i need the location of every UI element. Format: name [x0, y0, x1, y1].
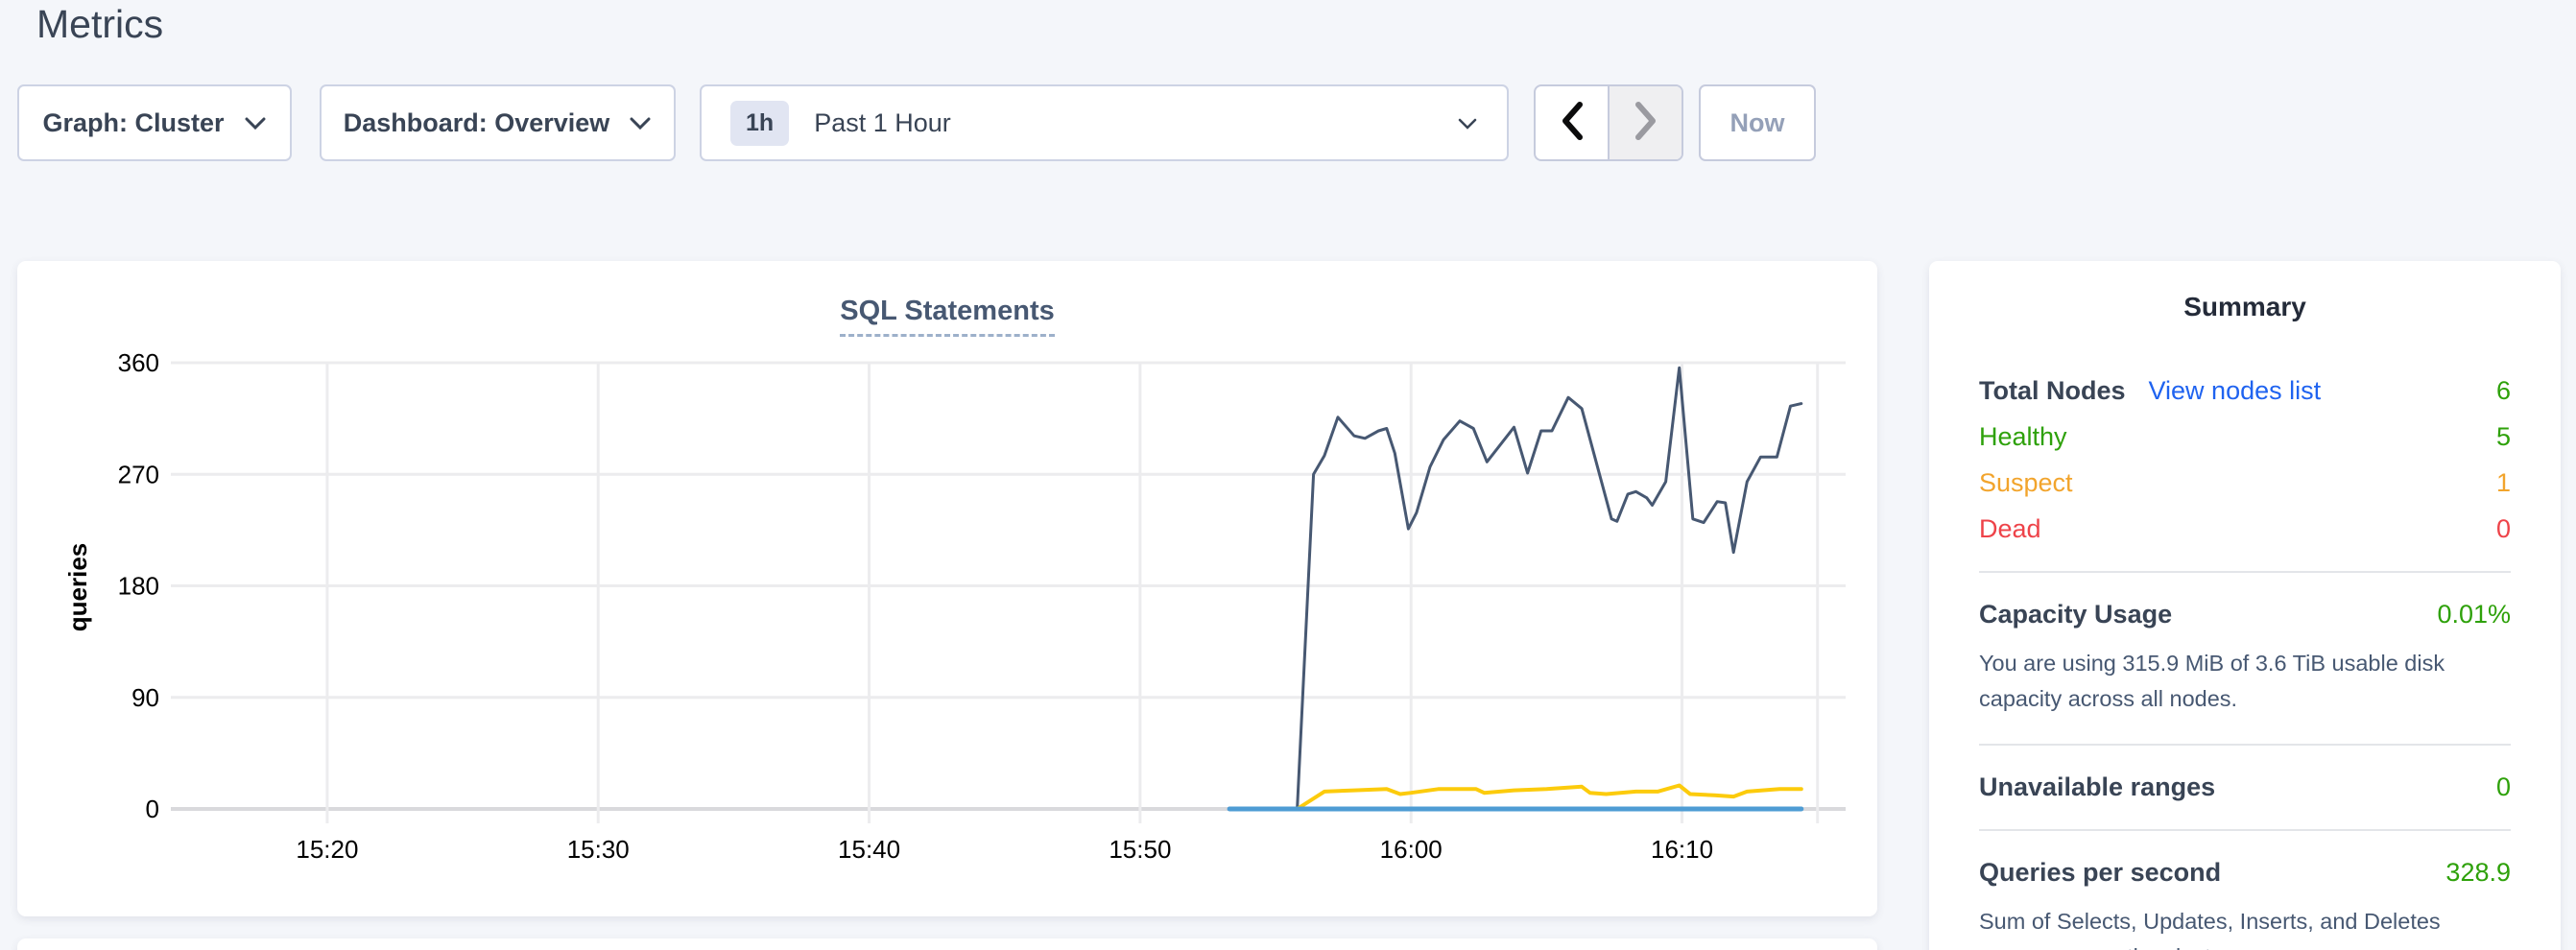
- capacity-usage-row: Capacity Usage 0.01%: [1979, 600, 2511, 629]
- unavailable-ranges-label: Unavailable ranges: [1979, 772, 2216, 802]
- node-status-rows: Healthy 5 Suspect 1 Dead 0: [1979, 422, 2511, 544]
- x-tick-label: 16:00: [1380, 835, 1443, 864]
- time-step-back-button[interactable]: [1536, 86, 1608, 159]
- chevron-right-icon: [1634, 101, 1658, 146]
- now-button[interactable]: Now: [1699, 84, 1816, 161]
- dashboard-dropdown-label: Dashboard: Overview: [343, 107, 610, 137]
- summary-panel: Summary Total Nodes View nodes list 6 He…: [1929, 261, 2561, 950]
- node-status-row: Healthy 5: [1979, 422, 2511, 452]
- node-status-value: 1: [2495, 468, 2511, 497]
- chevron-left-icon: [1560, 101, 1585, 146]
- time-step-group: [1534, 84, 1683, 161]
- total-nodes-row: Total Nodes View nodes list 6: [1979, 376, 2511, 406]
- node-status-row: Dead 0: [1979, 514, 2511, 544]
- now-button-label: Now: [1729, 107, 1785, 137]
- node-status-label: Suspect: [1979, 468, 2073, 497]
- next-chart-card-stub: [17, 938, 1877, 950]
- chevron-down-icon: [244, 108, 267, 138]
- summary-title: Summary: [2183, 292, 2306, 321]
- view-nodes-list-link[interactable]: View nodes list: [2148, 376, 2322, 405]
- time-range-badge: 1h: [730, 100, 790, 146]
- total-nodes-label: Total Nodes: [1979, 376, 2126, 405]
- divider: [1979, 744, 2511, 747]
- chevron-down-icon: [629, 108, 652, 138]
- node-status-label: Healthy: [1979, 422, 2067, 451]
- node-status-row: Suspect 1: [1979, 468, 2511, 498]
- capacity-usage-description: You are using 315.9 MiB of 3.6 TiB usabl…: [1979, 651, 2445, 712]
- x-tick-label: 16:10: [1651, 835, 1713, 864]
- x-tick-label: 15:50: [1109, 835, 1171, 864]
- chart-title[interactable]: SQL Statements: [840, 296, 1055, 337]
- node-status-value: 0: [2495, 514, 2511, 543]
- y-axis-label: queries: [63, 543, 92, 632]
- divider: [1979, 571, 2511, 573]
- chevron-down-icon: [1457, 108, 1478, 138]
- sql-statements-card: SQL Statements 0 90 180 270 360 15:20 15:30 15:…: [17, 261, 1877, 916]
- y-tick-label: 180: [118, 572, 159, 601]
- series-updates: [1228, 783, 1803, 811]
- y-tick-label: 270: [118, 460, 159, 488]
- node-status-label: Dead: [1979, 514, 2041, 543]
- time-range-select[interactable]: 1h Past 1 Hour: [700, 84, 1509, 161]
- x-tick-label: 15:30: [567, 835, 630, 864]
- queries-per-second-row: Queries per second 328.9: [1979, 858, 2511, 888]
- divider: [1979, 829, 2511, 832]
- queries-per-second-value: 328.9: [2445, 858, 2511, 888]
- capacity-usage-value: 0.01%: [2437, 600, 2511, 629]
- series-selects: [1228, 366, 1803, 811]
- dashboard-dropdown[interactable]: Dashboard: Overview: [320, 84, 676, 161]
- queries-per-second-label: Queries per second: [1979, 858, 2222, 888]
- unavailable-ranges-value: 0: [2495, 772, 2511, 802]
- capacity-usage-label: Capacity Usage: [1979, 600, 2173, 629]
- unavailable-ranges-row: Unavailable ranges 0: [1979, 772, 2511, 802]
- graph-dropdown-label: Graph: Cluster: [42, 107, 225, 137]
- time-range-label: Past 1 Hour: [814, 107, 951, 137]
- page-title: Metrics: [36, 2, 164, 46]
- node-status-value: 5: [2495, 422, 2511, 451]
- time-step-forward-button[interactable]: [1608, 86, 1682, 159]
- y-tick-label: 360: [118, 348, 159, 377]
- x-tick-label: 15:20: [296, 835, 358, 864]
- graph-dropdown[interactable]: Graph: Cluster: [17, 84, 292, 161]
- queries-per-second-description: Sum of Selects, Updates, Inserts, and De…: [1979, 909, 2441, 950]
- y-tick-label: 0: [146, 795, 159, 823]
- sql-statements-chart[interactable]: 0 90 180 270 360 15:20 15:30 15:40 15:50 16:00 16:…: [17, 261, 1877, 916]
- total-nodes-value: 6: [2495, 376, 2511, 405]
- y-tick-label: 90: [131, 683, 159, 712]
- x-tick-label: 15:40: [838, 835, 900, 864]
